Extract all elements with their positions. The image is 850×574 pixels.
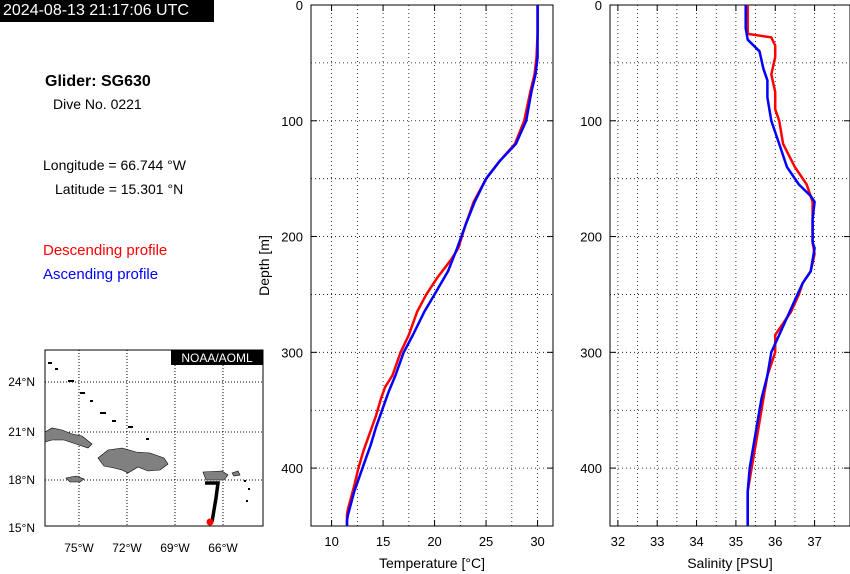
y-tick-label: 300 bbox=[580, 345, 602, 360]
x-tick-label: 15 bbox=[376, 534, 390, 549]
x-tick-label: 20 bbox=[427, 534, 441, 549]
y-tick-label: 200 bbox=[580, 230, 602, 245]
latitude-readout: Latitude = 15.301 °N bbox=[55, 181, 184, 197]
glider-track bbox=[205, 481, 220, 523]
longitude-readout: Longitude = 66.744 °W bbox=[43, 157, 186, 173]
y-axis-label: Depth [m] bbox=[256, 235, 272, 296]
x-tick-label: 32 bbox=[611, 534, 625, 549]
x-tick-label: 37 bbox=[807, 534, 821, 549]
x-axis-label: Temperature [°C] bbox=[379, 555, 485, 571]
map-lon-tick: 69°W bbox=[160, 541, 190, 555]
map-lat-tick: 18°N bbox=[8, 473, 35, 487]
x-axis-label: Salinity [PSU] bbox=[687, 555, 773, 571]
puerto-rico-shape bbox=[202, 470, 229, 481]
legend-descending: Descending profile bbox=[43, 242, 168, 259]
hispaniola-shape bbox=[97, 447, 169, 474]
y-tick-label: 300 bbox=[281, 345, 303, 360]
grid bbox=[610, 5, 850, 526]
x-tick-label: 34 bbox=[689, 534, 703, 549]
cuba-shape bbox=[44, 427, 93, 449]
virgin-islands-shape bbox=[231, 470, 241, 477]
x-tick-label: 36 bbox=[768, 534, 782, 549]
plot-frame bbox=[609, 4, 850, 527]
glider-title: Glider: SG630 bbox=[45, 73, 151, 90]
map-label-bg bbox=[171, 350, 263, 365]
salinity-profile-chart: 32 33 34 35 36 37 0 100 200 300 400 Salinity [PSU] bbox=[580, 0, 850, 571]
y-tick-label: 200 bbox=[281, 230, 303, 245]
y-tick-label: 400 bbox=[281, 461, 303, 476]
glider-position-marker bbox=[206, 518, 214, 526]
plot-frame bbox=[310, 4, 554, 527]
map-lat-tick: 24°N bbox=[8, 375, 35, 389]
x-tick-label: 35 bbox=[729, 534, 743, 549]
grid bbox=[311, 5, 553, 526]
x-tick-label: 25 bbox=[479, 534, 493, 549]
location-map: NOAA/AOML 75°W 72°W 69°W 66°W 24°N 21°N … bbox=[8, 349, 264, 555]
ascending-profile-line bbox=[345, 5, 539, 526]
map-lon-tick: 66°W bbox=[208, 541, 238, 555]
y-tick-label: 0 bbox=[595, 0, 602, 13]
map-lat-tick: 15°N bbox=[8, 521, 35, 535]
y-tick-label: 100 bbox=[580, 114, 602, 129]
timestamp-label: 2024-08-13 21:17:06 UTC bbox=[0, 0, 214, 22]
descending-profile-line bbox=[746, 5, 816, 526]
y-tick-label: 100 bbox=[281, 114, 303, 129]
x-tick-label: 33 bbox=[650, 534, 664, 549]
map-lat-tick: 21°N bbox=[8, 425, 35, 439]
map-source-label: NOAA/AOML bbox=[181, 351, 253, 365]
map-lon-tick: 72°W bbox=[112, 541, 142, 555]
y-tick-label: 0 bbox=[296, 0, 303, 13]
dive-number: Dive No. 0221 bbox=[53, 96, 142, 112]
jamaica-shape bbox=[65, 475, 85, 483]
x-tick-label: 10 bbox=[324, 534, 338, 549]
ascending-profile-line bbox=[744, 5, 816, 526]
map-lon-tick: 75°W bbox=[64, 541, 94, 555]
y-tick-label: 400 bbox=[580, 461, 602, 476]
x-tick-label: 30 bbox=[530, 534, 544, 549]
legend-ascending: Ascending profile bbox=[43, 266, 159, 283]
descending-profile-line bbox=[345, 5, 539, 526]
